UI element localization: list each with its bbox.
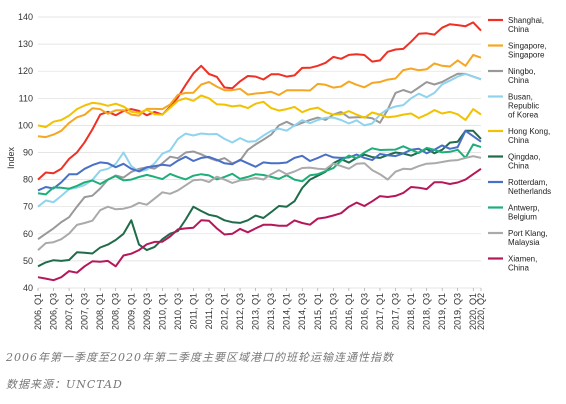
x-tick-label: 2010, Q1 [157,293,167,330]
x-tick-label: 2007, Q1 [64,293,74,330]
legend-label: Rotterdam, Netherlands [508,178,551,196]
series-line [37,129,482,192]
x-tick-label: 2013, Q3 [266,293,276,330]
y-axis: 40 50 60 70 80 90 100 110 120 130 140 [18,12,33,293]
x-tick-label: 2011, Q3 [204,293,214,329]
legend-label: Ningbo, China [508,67,536,85]
y-tick-label: 130 [18,39,33,49]
series-line [37,129,482,268]
legend: Shanghai, China Singapore, Singapore Ningbo,… [488,16,551,273]
x-tick-label: 2014, Q1 [282,293,292,330]
y-tick-label: 140 [18,12,33,22]
figure-caption: 2006年第一季度至2020年第二季度主要区域港口的班轮运输连通性指数 [6,351,394,364]
series-line [37,94,482,129]
y-tick-label: 40 [23,283,33,293]
gridlines [38,16,481,289]
x-tick-label: 2018, Q1 [406,293,416,330]
y-tick-label: 100 [18,120,33,130]
x-tick-label: 2009, Q1 [126,293,136,330]
legend-label: Qingdao, China [508,153,540,171]
x-tick-label: 2010, Q3 [173,293,183,330]
legend-label: Xiamen, China [508,255,537,273]
y-tick-label: 120 [18,66,33,76]
x-tick-label: 2020, Q2 [476,293,486,330]
x-tick-label: 2011, Q1 [188,293,198,329]
series-line [37,155,482,251]
x-tick-label: 2014, Q3 [297,293,307,330]
x-tick-label: 2006, Q3 [49,293,59,330]
x-tick-label: 2016, Q3 [359,293,369,330]
x-tick-label: 2019, Q3 [453,293,463,330]
x-tick-label: 2006, Q1 [33,293,43,330]
x-tick-label: 2013, Q1 [251,293,261,330]
x-tick-label: 2007, Q3 [80,293,90,330]
y-tick-label: 110 [19,93,33,103]
legend-label: Port Klang, Malaysia [508,229,548,247]
series-lines [37,21,482,282]
legend-label: Antwerp, Belgium [508,204,540,222]
y-axis-label: Index [6,146,16,169]
x-tick-label: 2015, Q3 [328,293,338,330]
x-tick-label: 2019, Q1 [437,293,447,330]
series-line [37,21,482,181]
x-tick-label: 2012, Q1 [220,293,230,330]
x-tick-label: 2015, Q1 [313,293,323,330]
x-axis: 2006, Q1 2006, Q3 2007, Q1 2007, Q3 2008, Q1… [33,288,486,330]
series-line [37,72,482,208]
x-tick-label: 2009, Q3 [142,293,152,330]
y-tick-label: 90 [23,148,33,158]
data-source-note: 数据来源：UNCTAD [6,378,123,391]
x-tick-label: 2008, Q1 [95,293,105,330]
x-tick-label: 2008, Q3 [111,293,121,330]
x-tick-label: 2020, Q1 [468,293,478,330]
y-tick-label: 50 [23,256,33,266]
legend-label: Shanghai, China [508,16,544,34]
x-tick-label: 2016, Q1 [344,293,354,330]
x-tick-label: 2017, Q1 [375,293,385,330]
x-tick-label: 2012, Q3 [235,293,245,330]
y-tick-label: 80 [23,175,33,185]
legend-label: Busan, Republic of Korea [508,93,539,120]
legend-label: Hong Kong, China [508,127,550,145]
x-tick-label: 2018, Q3 [422,293,432,330]
legend-label: Singapore, Singapore [508,42,547,60]
x-tick-label: 2017, Q3 [391,293,401,330]
series-line [37,143,482,196]
y-tick-label: 70 [23,202,33,212]
series-line [37,167,482,282]
series-line [37,53,482,139]
y-tick-label: 60 [23,229,33,239]
